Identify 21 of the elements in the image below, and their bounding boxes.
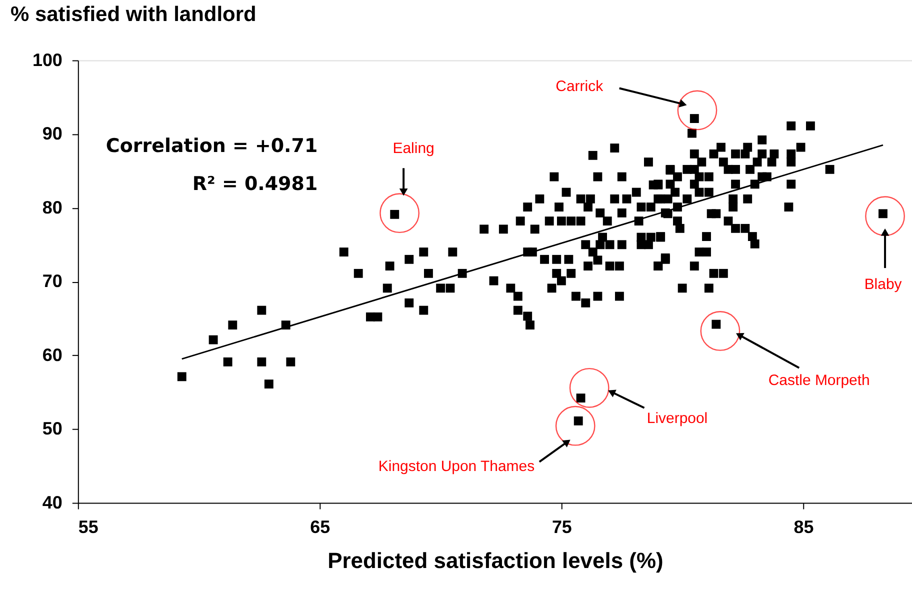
x-tick-label: 85 xyxy=(794,517,814,538)
annotation: Kingston Upon Thames xyxy=(378,458,535,475)
annotation: Liverpool xyxy=(646,410,708,427)
y-tick-label: 40 xyxy=(42,492,62,512)
x-tick-label: 55 xyxy=(78,517,98,538)
x-axis-title: Predicted satisfaction levels (%) xyxy=(328,548,664,574)
y-tick-label: 60 xyxy=(42,344,62,365)
annotation: Correlation = +0.71 xyxy=(106,135,318,158)
annotation: Blaby xyxy=(864,276,902,294)
y-tick-label: 80 xyxy=(42,197,62,218)
y-axis-title: % satisfied with landlord xyxy=(10,2,256,26)
y-tick-label: 100 xyxy=(32,50,62,70)
y-tick-label: 90 xyxy=(42,124,62,144)
annotation: Carrick xyxy=(556,78,604,96)
annotation: Castle Morpeth xyxy=(768,372,870,389)
x-tick-label: 75 xyxy=(552,517,572,538)
y-tick-label: 50 xyxy=(42,418,62,439)
x-tick-label: 65 xyxy=(310,517,330,538)
annotation: Ealing xyxy=(392,140,434,158)
y-tick-label: 70 xyxy=(42,271,62,292)
annotation: R² = 0.4981 xyxy=(192,173,318,196)
